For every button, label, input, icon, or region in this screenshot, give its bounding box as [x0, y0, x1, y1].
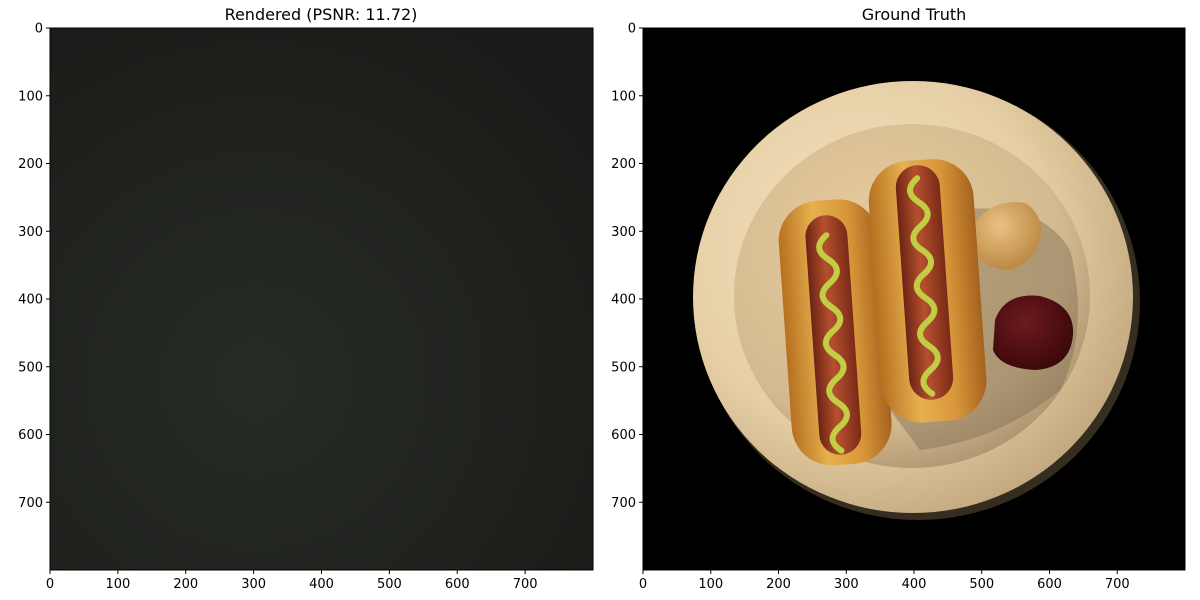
y-tick-label: 600 [18, 428, 43, 443]
y-tick-label: 700 [611, 496, 636, 511]
sausage [895, 165, 954, 400]
panel-title-ground-truth: Ground Truth [862, 5, 967, 24]
y-tick-label: 300 [18, 225, 43, 240]
y-tick-label: 500 [611, 360, 636, 375]
axis-ticks: 0 100 200 300 400 500 600 700 0 100 200 300 400 500 60… [611, 22, 1129, 593]
y-tick-label: 400 [18, 293, 43, 308]
mustard-dollop [972, 202, 1041, 270]
y-tick-label: 400 [611, 293, 636, 308]
x-tick-label: 200 [173, 577, 198, 592]
y-tick-label: 600 [611, 428, 636, 443]
y-tick-label: 500 [18, 360, 43, 375]
y-tick-label: 200 [611, 157, 636, 172]
y-tick-label: 0 [35, 22, 43, 37]
panel-rendered: Rendered (PSNR: 11.72) 0 100 200 300 400 500 6… [18, 5, 594, 593]
ketchup-dollop [993, 295, 1074, 370]
sausage [805, 215, 862, 455]
ground-truth-image [643, 28, 1185, 570]
x-tick-label: 400 [309, 577, 334, 592]
x-tick-label: 400 [902, 577, 927, 592]
mustard-squiggle [907, 175, 941, 397]
panel-title-rendered: Rendered (PSNR: 11.72) [225, 5, 418, 24]
x-tick-label: 600 [445, 577, 470, 592]
x-tick-label: 600 [1037, 577, 1062, 592]
hot-dog-right [868, 159, 987, 423]
x-tick-label: 0 [46, 577, 54, 592]
x-tick-label: 200 [766, 577, 791, 592]
mustard-squiggle [816, 232, 850, 454]
x-tick-label: 500 [377, 577, 402, 592]
x-tick-label: 100 [105, 577, 130, 592]
y-tick-label: 0 [628, 22, 636, 37]
x-tick-label: 700 [513, 577, 538, 592]
hot-dog-left [778, 199, 892, 466]
x-tick-label: 300 [241, 577, 266, 592]
x-tick-label: 500 [969, 577, 994, 592]
y-tick-label: 700 [18, 496, 43, 511]
y-tick-label: 200 [18, 157, 43, 172]
x-tick-label: 700 [1105, 577, 1130, 592]
x-tick-label: 300 [834, 577, 859, 592]
rendered-image [50, 28, 593, 570]
y-tick-label: 300 [611, 225, 636, 240]
x-tick-label: 0 [639, 577, 647, 592]
y-tick-label: 100 [18, 89, 43, 104]
y-tick-label: 100 [611, 89, 636, 104]
x-tick-label: 100 [698, 577, 723, 592]
axis-ticks: 0 100 200 300 400 500 600 700 0 100 200 300 400 500 60… [18, 22, 537, 593]
